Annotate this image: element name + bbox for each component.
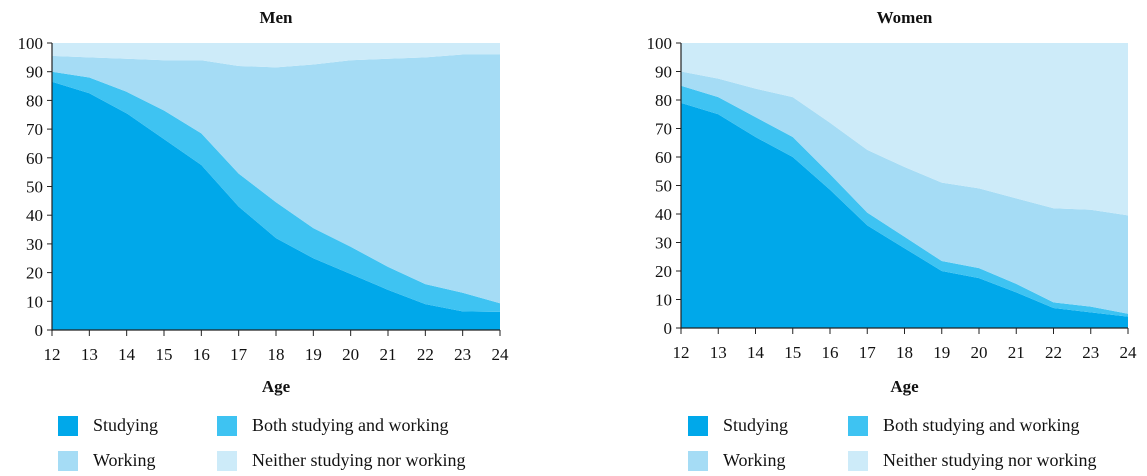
men-y-tick-label: 90	[26, 63, 43, 82]
women-y-tick-label: 40	[655, 205, 672, 224]
men-y-tick-label: 70	[26, 120, 43, 139]
legend-swatch-studying	[58, 415, 78, 436]
women-x-tick-label: 20	[971, 343, 988, 362]
men-x-tick-label: 23	[454, 345, 471, 364]
men-y-tick-label: 100	[18, 34, 44, 53]
legend-swatch-neither	[848, 450, 868, 471]
men-y-tick-label: 30	[26, 235, 43, 254]
legend-item-studying: Studying	[58, 415, 158, 436]
legend-swatch-working	[688, 450, 708, 471]
legend-label-working: Working	[93, 450, 156, 470]
men-chart: 0 10 20 30 40 50 60 70 80 90 100 12 13 14 15 16 17 18 19 20…	[18, 8, 510, 396]
legend-label-neither: Neither studying nor working	[883, 450, 1097, 470]
women-area-neither	[681, 43, 1128, 216]
women-x-tick-label: 14	[747, 343, 765, 362]
women-x-tick-label: 12	[673, 343, 690, 362]
men-x-tick-label: 16	[193, 345, 210, 364]
legend-label-working: Working	[723, 450, 786, 470]
women-area-studying	[681, 102, 1128, 328]
women-x-tick-label: 19	[933, 343, 950, 362]
men-x-tick-label: 13	[81, 345, 98, 364]
legend-swatch-both	[217, 415, 237, 436]
legend-item-both: Both studying and working	[848, 415, 1080, 436]
women-area-working	[681, 71, 1128, 314]
women-chart: 0 10 20 30 40 50 60 70 80 90 100 12 13 14 15 16 17 18 19 20…	[647, 8, 1138, 396]
women-x-tick-label: 21	[1008, 343, 1025, 362]
legend-label-both: Both studying and working	[883, 415, 1080, 435]
women-y-tick-label: 80	[655, 91, 672, 110]
men-x-tick-label: 22	[417, 345, 434, 364]
legend-swatch-neither	[217, 450, 237, 471]
men-y-tick-label: 10	[26, 292, 43, 311]
women-y-tick-label: 50	[655, 177, 672, 196]
women-x-tick-label: 13	[710, 343, 727, 362]
men-x-axis-label: Age	[262, 377, 291, 396]
women-y-tick-label: 70	[655, 120, 672, 139]
women-area-both	[681, 85, 1128, 317]
men-y-tick-label: 80	[26, 91, 43, 110]
men-x-tick-label: 18	[268, 345, 285, 364]
men-x-tick-label: 15	[156, 345, 173, 364]
women-x-tick-label: 23	[1082, 343, 1099, 362]
men-x-tick-label: 19	[305, 345, 322, 364]
men-x-tick-label: 24	[492, 345, 510, 364]
women-x-tick-label: 16	[822, 343, 839, 362]
women-x-tick-label: 22	[1045, 343, 1062, 362]
women-y-tick-label: 30	[655, 234, 672, 253]
men-x-tick-label: 21	[380, 345, 397, 364]
men-area-working	[52, 54, 500, 304]
men-y-tick-label: 40	[26, 206, 43, 225]
men-area-both	[52, 71, 500, 312]
legend-men: Studying Both studying and working Worki…	[53, 407, 553, 476]
legend-item-working: Working	[688, 450, 786, 471]
legend-item-studying: Studying	[688, 415, 788, 436]
legend-women: Studying Both studying and working Worki…	[688, 407, 1143, 476]
women-y-tick-label: 10	[655, 291, 672, 310]
men-chart-title: Men	[259, 8, 293, 27]
men-y-tick-label: 20	[26, 264, 43, 283]
men-x-tick-label: 17	[230, 345, 248, 364]
legend-item-working: Working	[58, 450, 156, 471]
women-y-tick-label: 100	[647, 34, 673, 53]
men-x-tick-label: 12	[44, 345, 61, 364]
women-y-tick-label: 90	[655, 63, 672, 82]
legend-item-neither: Neither studying nor working	[848, 450, 1096, 471]
men-x-tick-label: 14	[118, 345, 136, 364]
women-y-tick-label: 0	[664, 319, 673, 338]
women-x-axis-label: Age	[890, 377, 919, 396]
women-x-tick-label: 15	[784, 343, 801, 362]
men-y-tick-label: 0	[35, 321, 44, 340]
women-x-tick-label: 18	[896, 343, 913, 362]
men-y-tick-label: 50	[26, 178, 43, 197]
women-y-tick-label: 60	[655, 148, 672, 167]
men-area-studying	[52, 81, 500, 331]
legend-swatch-both	[848, 415, 868, 436]
men-x-tick-label: 20	[342, 345, 359, 364]
legend-label-studying: Studying	[93, 415, 159, 435]
legend-label-studying: Studying	[723, 415, 789, 435]
legend-swatch-working	[58, 450, 78, 471]
women-y-tick-label: 20	[655, 262, 672, 281]
women-chart-title: Women	[877, 8, 933, 27]
legend-swatch-studying	[688, 415, 708, 436]
legend-item-neither: Neither studying nor working	[217, 450, 465, 471]
men-y-tick-label: 60	[26, 149, 43, 168]
legend-item-both: Both studying and working	[217, 415, 449, 436]
legend-label-both: Both studying and working	[252, 415, 449, 435]
women-x-tick-label: 17	[859, 343, 877, 362]
men-area-neither	[52, 43, 500, 68]
legend-label-neither: Neither studying nor working	[252, 450, 466, 470]
women-x-tick-label: 24	[1120, 343, 1138, 362]
